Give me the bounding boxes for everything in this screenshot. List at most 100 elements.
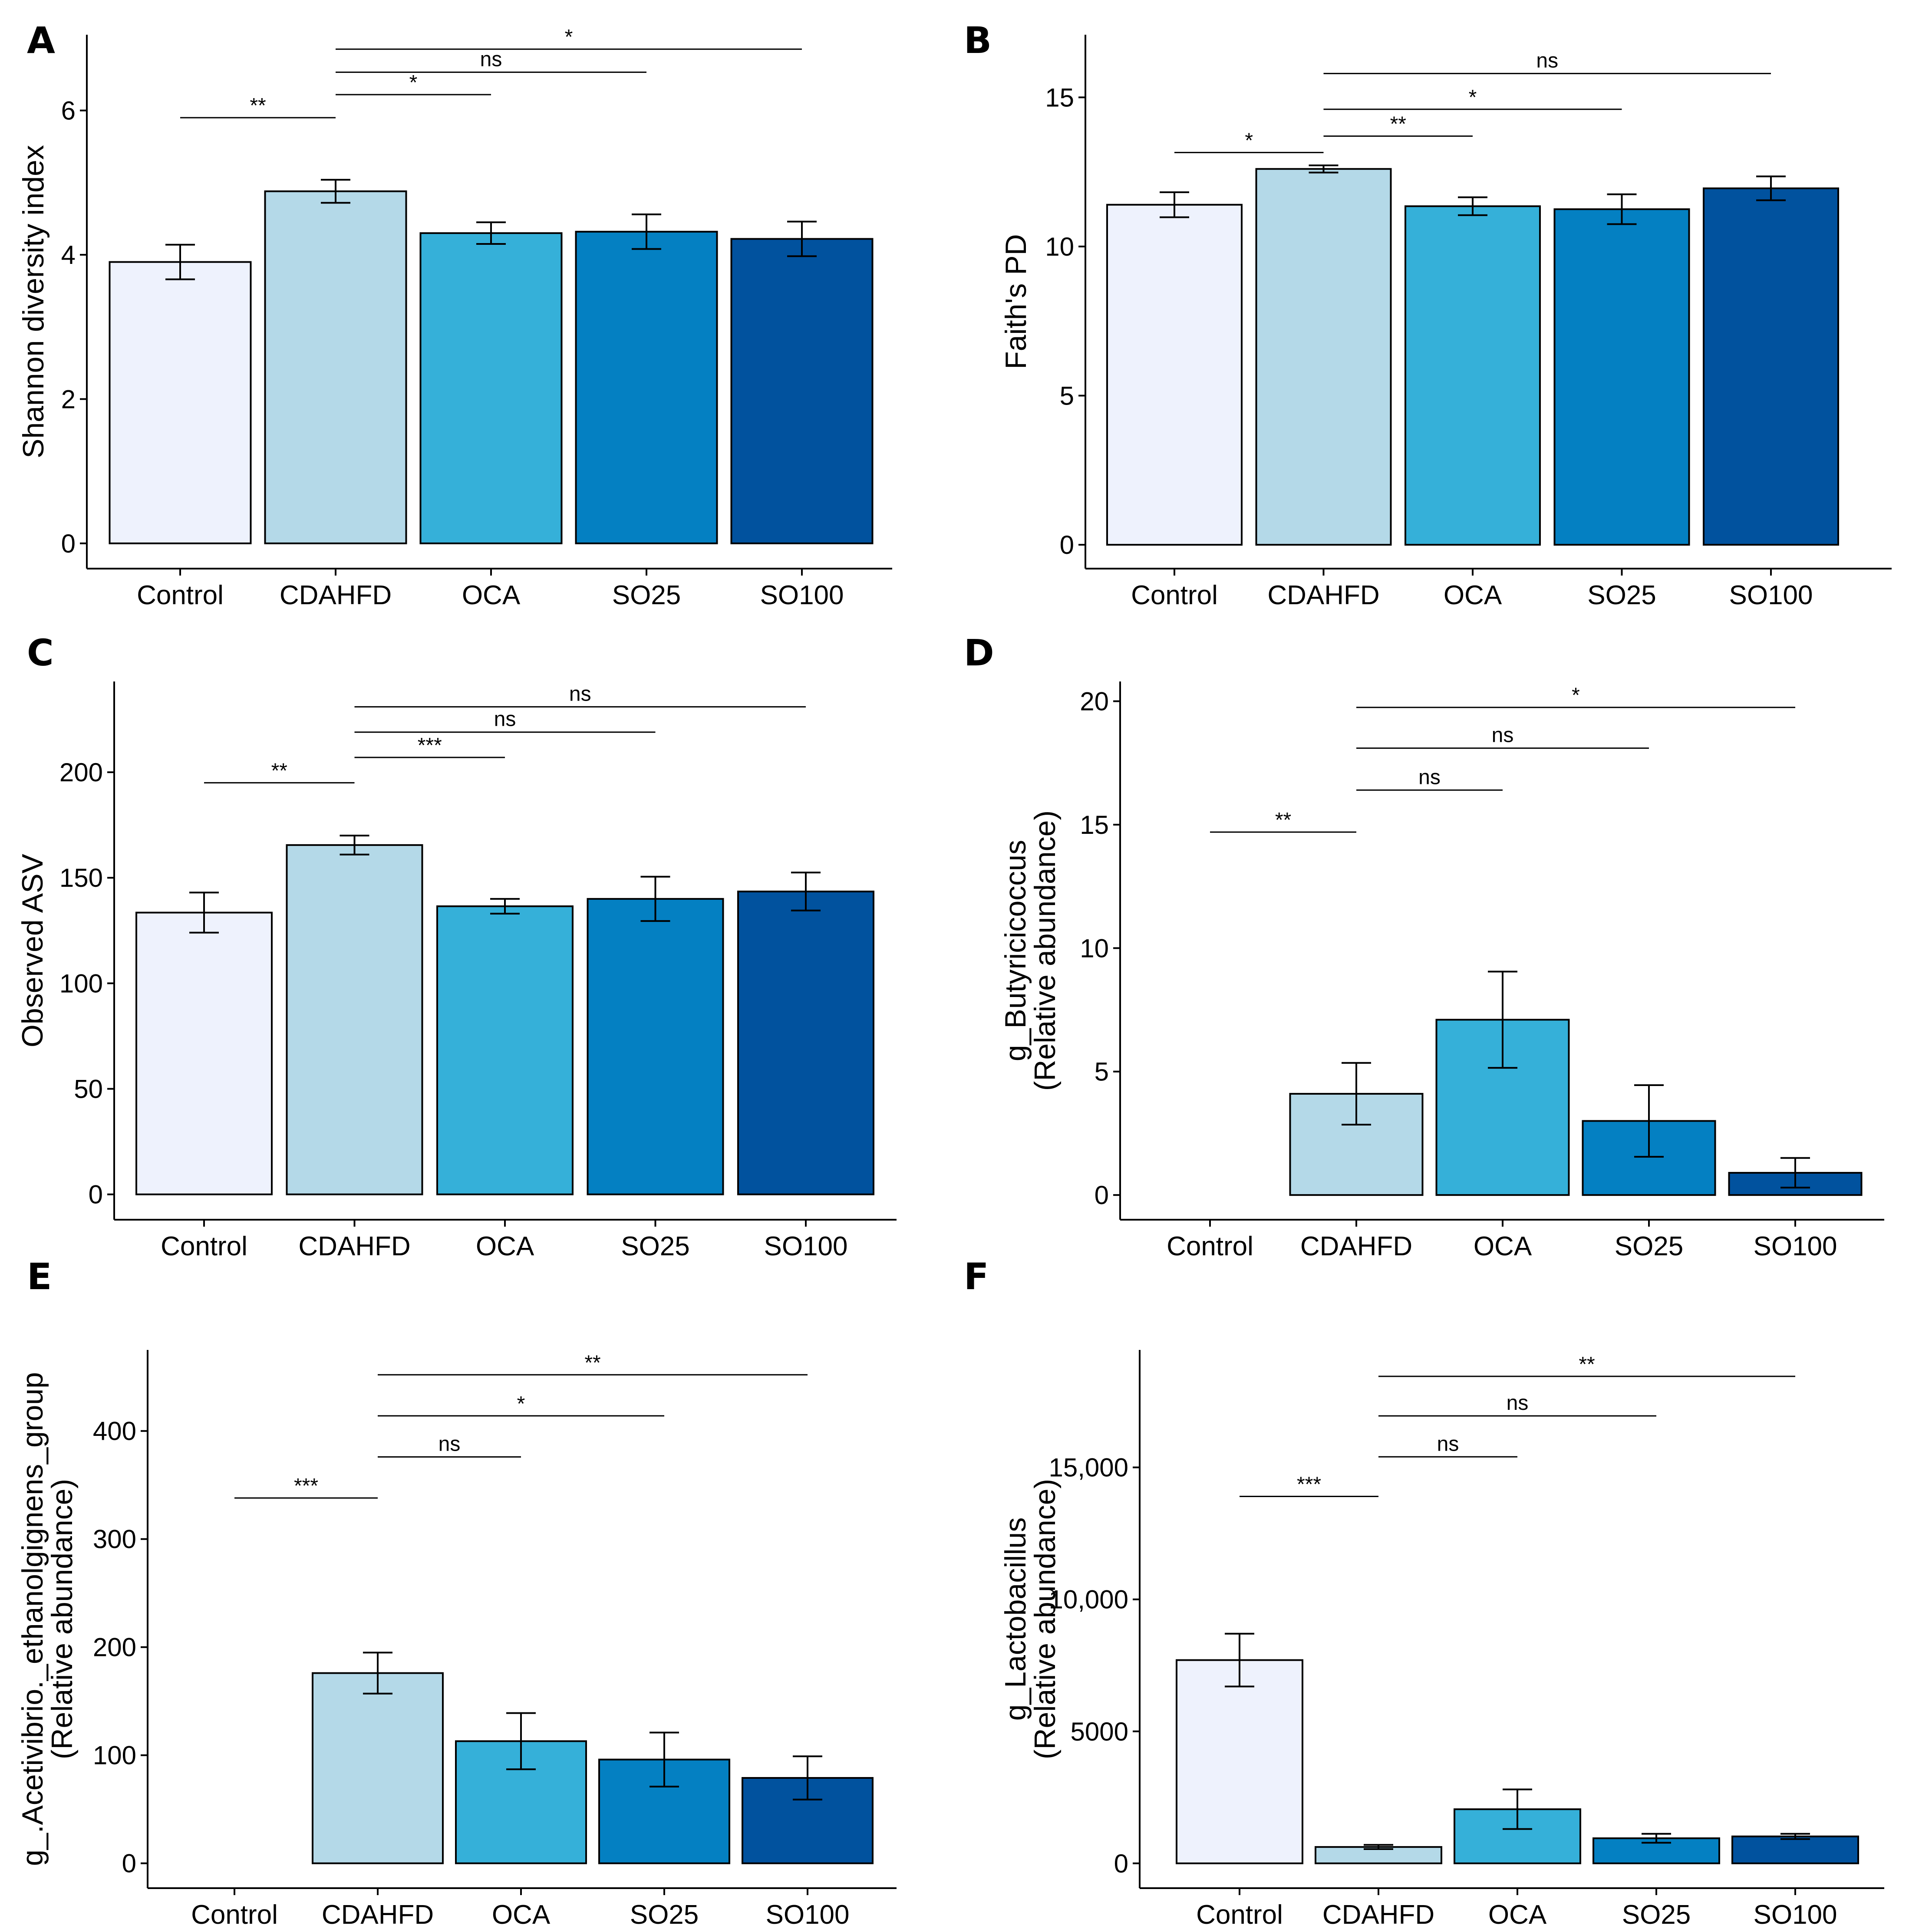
y-tick-label: 4 (61, 240, 76, 270)
significance-label: ns (1536, 49, 1558, 72)
bar-so100 (730, 238, 874, 544)
y-tick-label: 15 (1080, 810, 1109, 839)
x-tick-label: Control (1167, 1231, 1253, 1261)
y-tick-label: 400 (93, 1417, 136, 1446)
x-tick-label: Control (1131, 580, 1218, 610)
bar-so100 (737, 890, 874, 1195)
y-tick-label: 100 (59, 969, 103, 998)
significance-label: ** (1579, 1353, 1595, 1376)
x-tick-label: SO25 (621, 1231, 690, 1261)
panel-c: C 0 50 100 150 200 Observed ASV Control CDAHFD OC… (16, 632, 897, 1261)
x-tick-label: Control (161, 1231, 247, 1261)
panel-e: E 0 100 200 300 400 g_.Acetivibrio._ethanolgig… (16, 1255, 897, 1930)
x-tick-label: SO100 (1753, 1231, 1837, 1261)
y-axis-title: g_.Acetivibrio._ethanolgignens_group (16, 1372, 49, 1866)
bar-cdahfd (264, 190, 407, 544)
panel-f: F 0 5000 10,000 15,000 g_Lactobacillus(Relati… (964, 1255, 1884, 1930)
panel-letter: C (27, 632, 54, 674)
x-tick-label: OCA (462, 580, 521, 610)
significance-label: * (565, 26, 573, 49)
significance-label: *** (294, 1475, 318, 1498)
bar-cdahfd (312, 1672, 444, 1864)
y-tick-label: 20 (1080, 687, 1109, 716)
significance-label: ns (1507, 1392, 1529, 1415)
x-tick-label: OCA (1474, 1231, 1532, 1261)
bar-so25 (1553, 208, 1690, 546)
significance-label: ** (1390, 113, 1406, 136)
x-tick-label: SO100 (765, 1900, 849, 1930)
bar-cdahfd (1255, 168, 1392, 546)
panel-letter: E (27, 1255, 52, 1298)
bar-oca (436, 905, 574, 1195)
x-tick-label: SO100 (1753, 1900, 1837, 1930)
x-tick-label: OCA (476, 1231, 534, 1261)
y-tick-label: 2 (61, 385, 76, 414)
y-tick-label: 15,000 (1048, 1453, 1128, 1482)
y-tick-label: 15 (1045, 83, 1074, 112)
y-tick-label: 300 (93, 1525, 136, 1554)
significance-label: * (1572, 684, 1580, 707)
x-tick-label: SO25 (1622, 1900, 1691, 1930)
y-axis-title: Observed ASV (16, 853, 49, 1047)
significance-label: ** (1275, 809, 1291, 832)
x-tick-label: CDAHFD (280, 580, 392, 610)
significance-label: * (517, 1392, 525, 1415)
bar-control (109, 261, 252, 544)
significance-label: *** (418, 734, 442, 757)
x-tick-label: SO25 (630, 1900, 699, 1930)
y-tick-label: 5 (1060, 381, 1074, 410)
y-tick-label: 10,000 (1048, 1585, 1128, 1614)
bar-cdahfd (286, 844, 423, 1195)
y-tick-label: 0 (89, 1180, 103, 1209)
bar-so25 (587, 898, 724, 1195)
bar-oca (1405, 205, 1541, 546)
y-axis-title: (Relative abundance) (1029, 1479, 1062, 1759)
x-tick-label: SO25 (1615, 1231, 1684, 1261)
significance-label: * (409, 71, 418, 94)
bar-control (135, 912, 273, 1195)
y-tick-label: 200 (59, 758, 103, 787)
x-tick-label: Control (1196, 1900, 1283, 1930)
significance-label: ns (1418, 766, 1441, 789)
x-tick-label: OCA (492, 1900, 551, 1930)
bar-control (1106, 204, 1243, 546)
y-tick-label: 5 (1095, 1057, 1109, 1086)
panel-letter: A (27, 19, 55, 62)
y-tick-label: 10 (1080, 934, 1109, 963)
x-tick-label: CDAHFD (298, 1231, 410, 1261)
bar-so100 (1703, 187, 1839, 546)
bar-so100 (742, 1777, 874, 1864)
panel-a: A 0 2 4 6 Shannon diversity index Control CDAHF… (17, 19, 892, 610)
y-tick-label: 0 (1095, 1181, 1109, 1210)
y-tick-label: 150 (59, 863, 103, 892)
bar-so100 (1731, 1835, 1859, 1864)
significance-label: *** (1297, 1473, 1321, 1496)
significance-label: ** (250, 94, 266, 117)
y-tick-label: 0 (61, 529, 76, 558)
y-axis-title: (Relative abundance) (46, 1479, 79, 1759)
x-tick-label: CDAHFD (1300, 1231, 1412, 1261)
x-tick-label: SO25 (612, 580, 681, 610)
significance-label: ns (439, 1433, 461, 1456)
significance-label: ns (1492, 724, 1514, 747)
y-tick-label: 200 (93, 1633, 136, 1662)
y-tick-label: 6 (61, 96, 76, 125)
significance-label: ns (480, 48, 502, 71)
y-tick-label: 0 (1060, 530, 1074, 560)
significance-label: * (1469, 86, 1477, 109)
x-tick-label: SO100 (1729, 580, 1813, 610)
panel-letter: B (964, 19, 992, 62)
y-axis-title: Shannon diversity index (17, 145, 50, 458)
panel-b: B 0 5 10 15 Faith's PD Control CDAHFD OCA SO25 SO1… (964, 19, 1892, 610)
significance-label: ** (271, 759, 287, 782)
x-tick-label: Control (191, 1900, 278, 1930)
x-tick-label: OCA (1488, 1900, 1547, 1930)
x-tick-label: CDAHFD (1267, 580, 1379, 610)
y-tick-label: 5000 (1071, 1717, 1128, 1746)
x-tick-label: SO100 (760, 580, 844, 610)
significance-label: * (1245, 129, 1253, 152)
x-tick-label: SO25 (1587, 580, 1656, 610)
bar-oca (419, 232, 563, 544)
y-tick-label: 0 (1114, 1849, 1128, 1878)
